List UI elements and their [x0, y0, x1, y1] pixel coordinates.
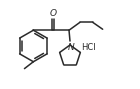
Text: N: N	[68, 43, 74, 52]
Text: O: O	[50, 9, 57, 18]
Text: HCl: HCl	[81, 43, 95, 52]
